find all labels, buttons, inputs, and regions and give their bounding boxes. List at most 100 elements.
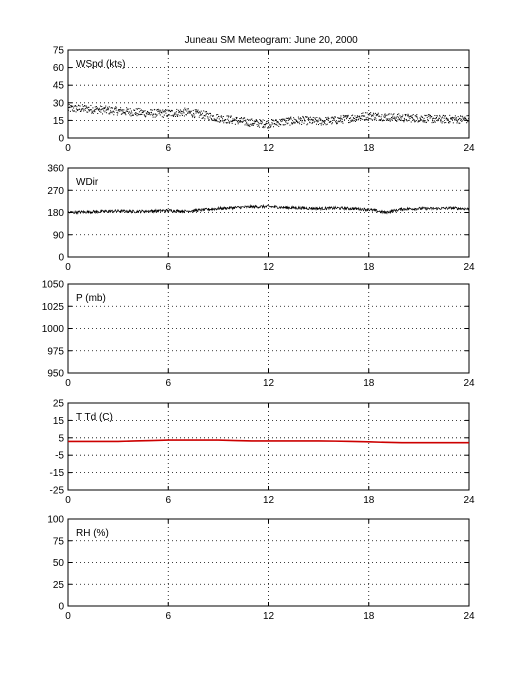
- wind-speed-point: [114, 107, 116, 109]
- wind-speed-point: [99, 109, 101, 111]
- wind-speed-point: [391, 117, 393, 119]
- wind-speed-point: [135, 111, 137, 113]
- wind-speed-point: [72, 105, 74, 107]
- wind-speed-point: [136, 108, 138, 110]
- wind-speed-point: [401, 116, 403, 118]
- wind-speed-point: [419, 118, 421, 120]
- wind-speed-point: [113, 114, 115, 116]
- wind-speed-point: [269, 126, 271, 128]
- wind-speed-point: [452, 122, 454, 124]
- wind-speed-point: [394, 116, 396, 118]
- x-tick-label: 24: [463, 378, 475, 389]
- wind-speed-point: [127, 108, 129, 110]
- wind-speed-point: [90, 104, 92, 106]
- wind-speed-point: [111, 112, 113, 114]
- wind-speed-point: [103, 110, 105, 112]
- wind-speed-point: [251, 118, 253, 120]
- wind-speed-point: [302, 115, 304, 117]
- wind-speed-point: [341, 117, 343, 119]
- wind-speed-point: [71, 109, 73, 111]
- wind-speed-point: [378, 119, 380, 121]
- wind-speed-point: [301, 123, 303, 125]
- y-tick-label: -25: [50, 486, 65, 497]
- y-tick-label: 30: [53, 98, 65, 109]
- wind-speed-point: [221, 120, 223, 122]
- wind-speed-point: [442, 121, 444, 123]
- wind-speed-point: [153, 113, 155, 115]
- wind-speed-point: [108, 108, 110, 110]
- wind-speed-point: [106, 112, 108, 114]
- wind-speed-point: [393, 113, 395, 115]
- wind-speed-point: [141, 112, 143, 114]
- wind-speed-point: [143, 110, 145, 112]
- wind-speed-point: [259, 119, 261, 121]
- wind-speed-point: [234, 119, 236, 121]
- wind-speed-point: [230, 116, 232, 118]
- wind-speed-point: [236, 117, 238, 119]
- wind-speed-point: [335, 120, 337, 122]
- wind-speed-point: [387, 119, 389, 121]
- wind-speed-point: [186, 108, 188, 110]
- wind-speed-point: [248, 124, 250, 126]
- wind-speed-point: [188, 110, 190, 112]
- wind-speed-point: [315, 120, 317, 122]
- wind-speed-point: [332, 116, 334, 118]
- wind-speed-point: [468, 121, 470, 123]
- wind-speed-point: [371, 114, 373, 116]
- wind-speed-point: [361, 113, 363, 115]
- wind-speed-point: [408, 119, 410, 121]
- wind-speed-point: [347, 114, 349, 116]
- wind-speed-point: [134, 114, 136, 116]
- wind-speed-point: [176, 114, 178, 116]
- wind-speed-point: [233, 119, 235, 121]
- wind-speed-point: [455, 117, 457, 119]
- y-tick-label: 90: [53, 230, 65, 241]
- wind-speed-point: [464, 116, 466, 118]
- wind-speed-point: [161, 111, 163, 113]
- wind-speed-point: [129, 114, 131, 116]
- wind-speed-point: [219, 121, 221, 123]
- wind-speed-point: [266, 127, 268, 129]
- wind-speed-point: [252, 124, 254, 126]
- x-tick-label: 6: [165, 378, 171, 389]
- wind-speed-point: [423, 117, 425, 119]
- wind-speed-point: [332, 118, 334, 120]
- wind-speed-point: [268, 127, 270, 129]
- wind-speed-point: [183, 115, 185, 117]
- wind-speed-point: [403, 120, 405, 122]
- wind-speed-point: [351, 115, 353, 117]
- wind-speed-point: [123, 109, 125, 111]
- wind-speed-point: [412, 114, 414, 116]
- wind-speed-point: [411, 116, 413, 118]
- wind-speed-point: [384, 114, 386, 116]
- wind-speed-point: [147, 111, 149, 113]
- wind-speed-point: [356, 116, 358, 118]
- wind-speed-point: [236, 118, 238, 120]
- y-tick-label: 60: [53, 63, 65, 74]
- wind-speed-point: [360, 115, 362, 117]
- wind-speed-point: [330, 120, 332, 122]
- wind-speed-point: [110, 111, 112, 113]
- wind-speed-point: [311, 121, 313, 123]
- wind-speed-point: [152, 114, 154, 116]
- wind-speed-point: [344, 119, 346, 121]
- wind-speed-point: [443, 117, 445, 119]
- wind-speed-point: [363, 119, 365, 121]
- wind-speed-point: [139, 114, 141, 116]
- wind-speed-point: [453, 117, 455, 119]
- wind-speed-point: [187, 112, 189, 114]
- wind-speed-point: [326, 117, 328, 119]
- wind-speed-point: [146, 113, 148, 115]
- x-tick-label: 0: [65, 143, 71, 154]
- wind-speed-point: [96, 107, 98, 109]
- wind-speed-point: [420, 119, 422, 121]
- wind-speed-point: [298, 121, 300, 123]
- wind-speed-point: [387, 118, 389, 120]
- wind-speed-point: [96, 108, 98, 110]
- wind-speed-point: [120, 107, 122, 109]
- wind-speed-point: [334, 116, 336, 118]
- wind-speed-point: [101, 108, 103, 110]
- wind-speed-point: [257, 125, 259, 127]
- wind-speed-point: [255, 119, 257, 121]
- wind-speed-point: [108, 106, 110, 108]
